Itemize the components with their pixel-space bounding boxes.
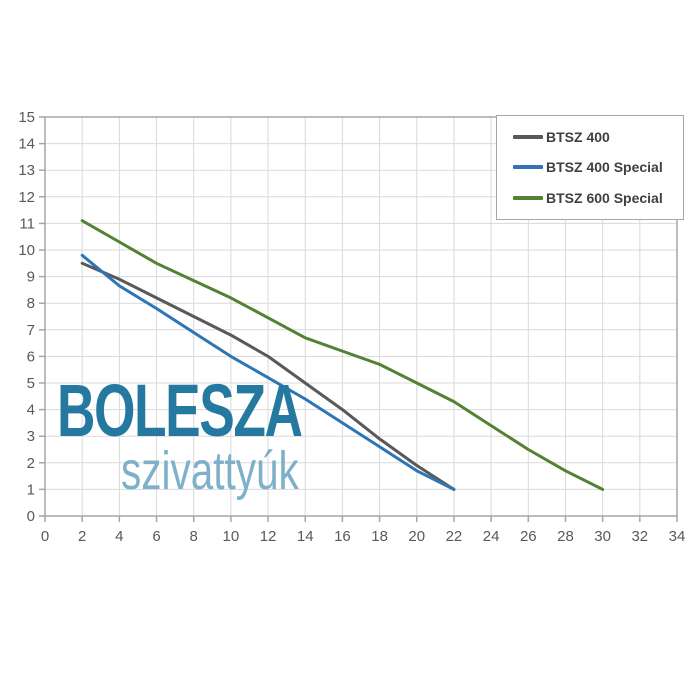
x-tick-label: 14 [297,528,314,545]
y-tick-label: 12 [18,189,35,206]
y-tick-label: 0 [27,508,35,525]
x-tick-label: 22 [446,528,463,545]
y-tick-label: 14 [18,136,35,153]
legend-label: BTSZ 400 Special [546,159,663,176]
y-tick-label: 4 [27,402,35,419]
y-tick-label: 7 [27,322,35,339]
legend-swatch-btsz-400-special [513,165,543,170]
x-tick-label: 12 [260,528,277,545]
legend-item-btsz-400-special: BTSZ 400 Special [513,159,683,175]
y-tick-label: 8 [27,295,35,312]
x-tick-label: 18 [371,528,388,545]
watermark-brand: BOLESZA [57,369,303,452]
x-tick-label: 32 [631,528,648,545]
legend-item-btsz-400: BTSZ 400 [513,129,683,145]
x-tick-label: 6 [152,528,160,545]
y-tick-label: 1 [27,481,35,498]
legend-label: BTSZ 400 [546,129,610,146]
x-tick-label: 20 [408,528,425,545]
legend-label: BTSZ 600 Special [546,189,663,206]
y-tick-label: 5 [27,375,35,392]
y-tick-label: 2 [27,455,35,472]
x-tick-label: 16 [334,528,351,545]
y-tick-label: 10 [18,242,35,259]
x-tick-label: 26 [520,528,537,545]
x-tick-label: 34 [669,528,686,545]
series-line-btsz-600-special [80,219,605,491]
x-tick-label: 28 [557,528,574,545]
series-line-btsz-400-special [80,253,456,491]
y-tick-label: 3 [27,428,35,445]
plot-border [44,116,678,517]
chart-legend: BTSZ 400 BTSZ 400 Special BTSZ 600 Speci… [496,115,684,220]
x-tick-label: 30 [594,528,611,545]
legend-swatch-btsz-600-special [513,195,543,200]
x-tick-label: 8 [190,528,198,545]
x-tick-label: 2 [78,528,86,545]
y-tick-label: 6 [27,348,35,365]
x-tick-label: 24 [483,528,500,545]
y-tick-label: 9 [27,269,35,286]
legend-swatch-btsz-400 [513,135,543,140]
x-tick-label: 0 [41,528,49,545]
x-tick-label: 10 [223,528,240,545]
watermark-tagline: szivattyúk [121,441,299,501]
series-line-btsz-400 [80,261,456,491]
y-tick-label: 11 [19,215,35,232]
y-tick-label: 13 [18,162,35,179]
x-tick-label: 4 [115,528,123,545]
legend-item-btsz-600-special: BTSZ 600 Special [513,190,683,206]
y-tick-label: 15 [18,109,35,126]
